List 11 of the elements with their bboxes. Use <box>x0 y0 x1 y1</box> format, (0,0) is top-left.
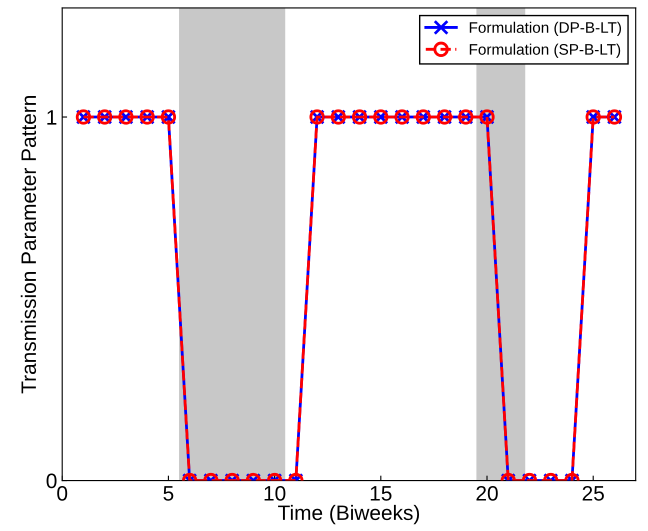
x-tick-label: 0 <box>57 486 68 501</box>
legend-label: Formulation (DP-B-LT) <box>470 22 621 36</box>
x-tick-label: 20 <box>476 486 498 501</box>
y-tick-label: 1 <box>47 110 56 125</box>
y-axis-title: Transmission Parameter Pattern <box>20 96 36 394</box>
x-tick-label: 5 <box>163 486 174 501</box>
legend-label: Formulation (SP-B-LT) <box>470 44 620 58</box>
x-tick-label: 15 <box>370 486 392 501</box>
x-tick-label: 10 <box>264 486 286 501</box>
x-tick-label: 25 <box>582 486 604 501</box>
x-axis-title: Time (Biweeks) <box>278 504 420 524</box>
